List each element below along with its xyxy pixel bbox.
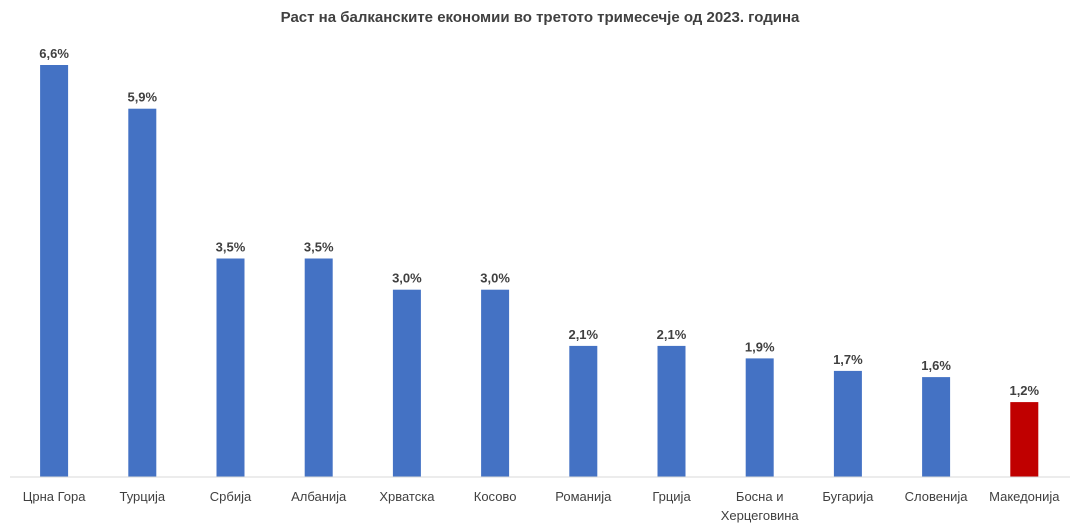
value-label-0: 6,6%	[39, 46, 69, 61]
value-label-9: 1,7%	[833, 352, 863, 367]
category-label-9: Бугарија	[822, 489, 874, 504]
bars	[40, 65, 1039, 477]
value-label-11: 1,2%	[1009, 383, 1039, 398]
category-label-0: Црна Гора	[23, 489, 86, 504]
bar-4	[392, 289, 421, 477]
value-label-1: 5,9%	[127, 90, 157, 105]
category-label-6: Романија	[555, 489, 612, 504]
category-label-1: Турција	[119, 489, 165, 504]
category-label-4: Хрватска	[379, 489, 435, 504]
value-label-4: 3,0%	[392, 271, 422, 286]
category-label-7: Грција	[652, 489, 691, 504]
bar-0	[40, 65, 69, 477]
bar-1	[128, 108, 157, 477]
value-label-7: 2,1%	[657, 327, 687, 342]
category-label-11: Македонија	[989, 489, 1060, 504]
category-labels: Црна Гора Турција Србија Албанија Хрватска Ко…	[23, 489, 1061, 523]
bar-10	[922, 377, 951, 477]
bar-11	[1010, 402, 1039, 477]
value-label-8: 1,9%	[745, 339, 775, 354]
bar-6	[569, 345, 598, 477]
value-label-6: 2,1%	[568, 327, 598, 342]
value-label-3: 3,5%	[304, 240, 334, 255]
value-label-5: 3,0%	[480, 271, 510, 286]
category-label-10: Словенија	[905, 489, 969, 504]
bar-9	[833, 370, 862, 477]
bar-2	[216, 258, 245, 477]
category-label-8: Босна и Херцеговина	[721, 489, 800, 523]
category-label-2: Србија	[210, 489, 252, 504]
bar-8	[745, 358, 774, 477]
value-label-10: 1,6%	[921, 358, 951, 373]
bar-7	[657, 345, 686, 477]
value-labels: 6,6% 5,9% 3,5% 3,5% 3,0% 3,0% 2,1% 2,1% 1,9% 1,7%…	[39, 46, 1039, 398]
bar-3	[304, 258, 333, 477]
category-label-3: Албанија	[291, 489, 347, 504]
bar-5	[481, 289, 510, 477]
value-label-2: 3,5%	[216, 240, 246, 255]
category-label-5: Косово	[474, 489, 517, 504]
chart-title: Раст на балканските економии во третото …	[280, 9, 800, 26]
